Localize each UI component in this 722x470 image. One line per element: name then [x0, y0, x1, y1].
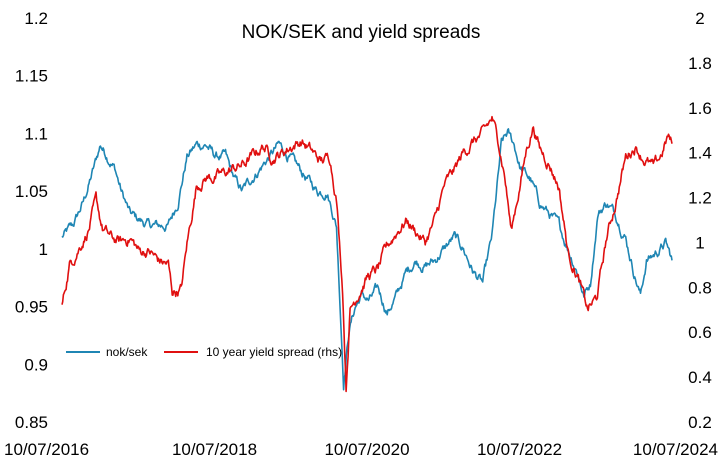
x-tick-label: 10/07/2018: [172, 440, 257, 459]
series-line-yield-spread: [61, 115, 673, 393]
y-left-tick-label: 0.9: [24, 355, 48, 374]
y-left-tick-label: 1.15: [15, 67, 48, 86]
y-right-tick-label: 0.6: [688, 323, 712, 342]
x-tick-label: 10/07/2016: [4, 440, 89, 459]
x-tick-label: 10/07/2022: [477, 440, 562, 459]
y-left-axis: 0.85 0.9 0.95 1 1.05 1.1 1.15 1.2: [15, 9, 48, 432]
y-right-tick-label: 1: [695, 233, 704, 252]
y-left-tick-label: 1.2: [24, 9, 48, 28]
legend-label: nok/sek: [106, 345, 148, 359]
y-left-tick-label: 1: [39, 240, 48, 259]
y-right-tick-label: 1.6: [688, 99, 712, 118]
x-tick-label: 10/07/2024: [633, 440, 718, 459]
y-right-tick-label: 0.2: [688, 413, 712, 432]
legend-label: 10 year yield spread (rhs): [206, 345, 342, 359]
chart-title: NOK/SEK and yield spreads: [242, 22, 481, 43]
x-tick-label: 10/07/2020: [324, 440, 409, 459]
y-right-axis: 0.2 0.4 0.6 0.8 1 1.2 1.4 1.6 1.8 2: [688, 9, 712, 432]
y-right-tick-label: 0.8: [688, 278, 712, 297]
y-left-tick-label: 1.1: [24, 124, 48, 143]
y-right-tick-label: 1.4: [688, 144, 712, 163]
y-left-tick-label: 0.95: [15, 298, 48, 317]
series-line-nok-sek: [61, 128, 673, 391]
y-right-tick-label: 1.8: [688, 54, 712, 73]
y-left-tick-label: 1.05: [15, 182, 48, 201]
legend: nok/sek 10 year yield spread (rhs): [66, 345, 342, 359]
y-right-tick-label: 2: [695, 9, 704, 28]
y-left-tick-label: 0.85: [15, 413, 48, 432]
series-layer: [61, 115, 673, 393]
y-right-tick-label: 1.2: [688, 189, 712, 208]
x-axis: 10/07/2016 10/07/2018 10/07/2020 10/07/2022…: [4, 440, 718, 459]
y-right-tick-label: 0.4: [688, 368, 712, 387]
